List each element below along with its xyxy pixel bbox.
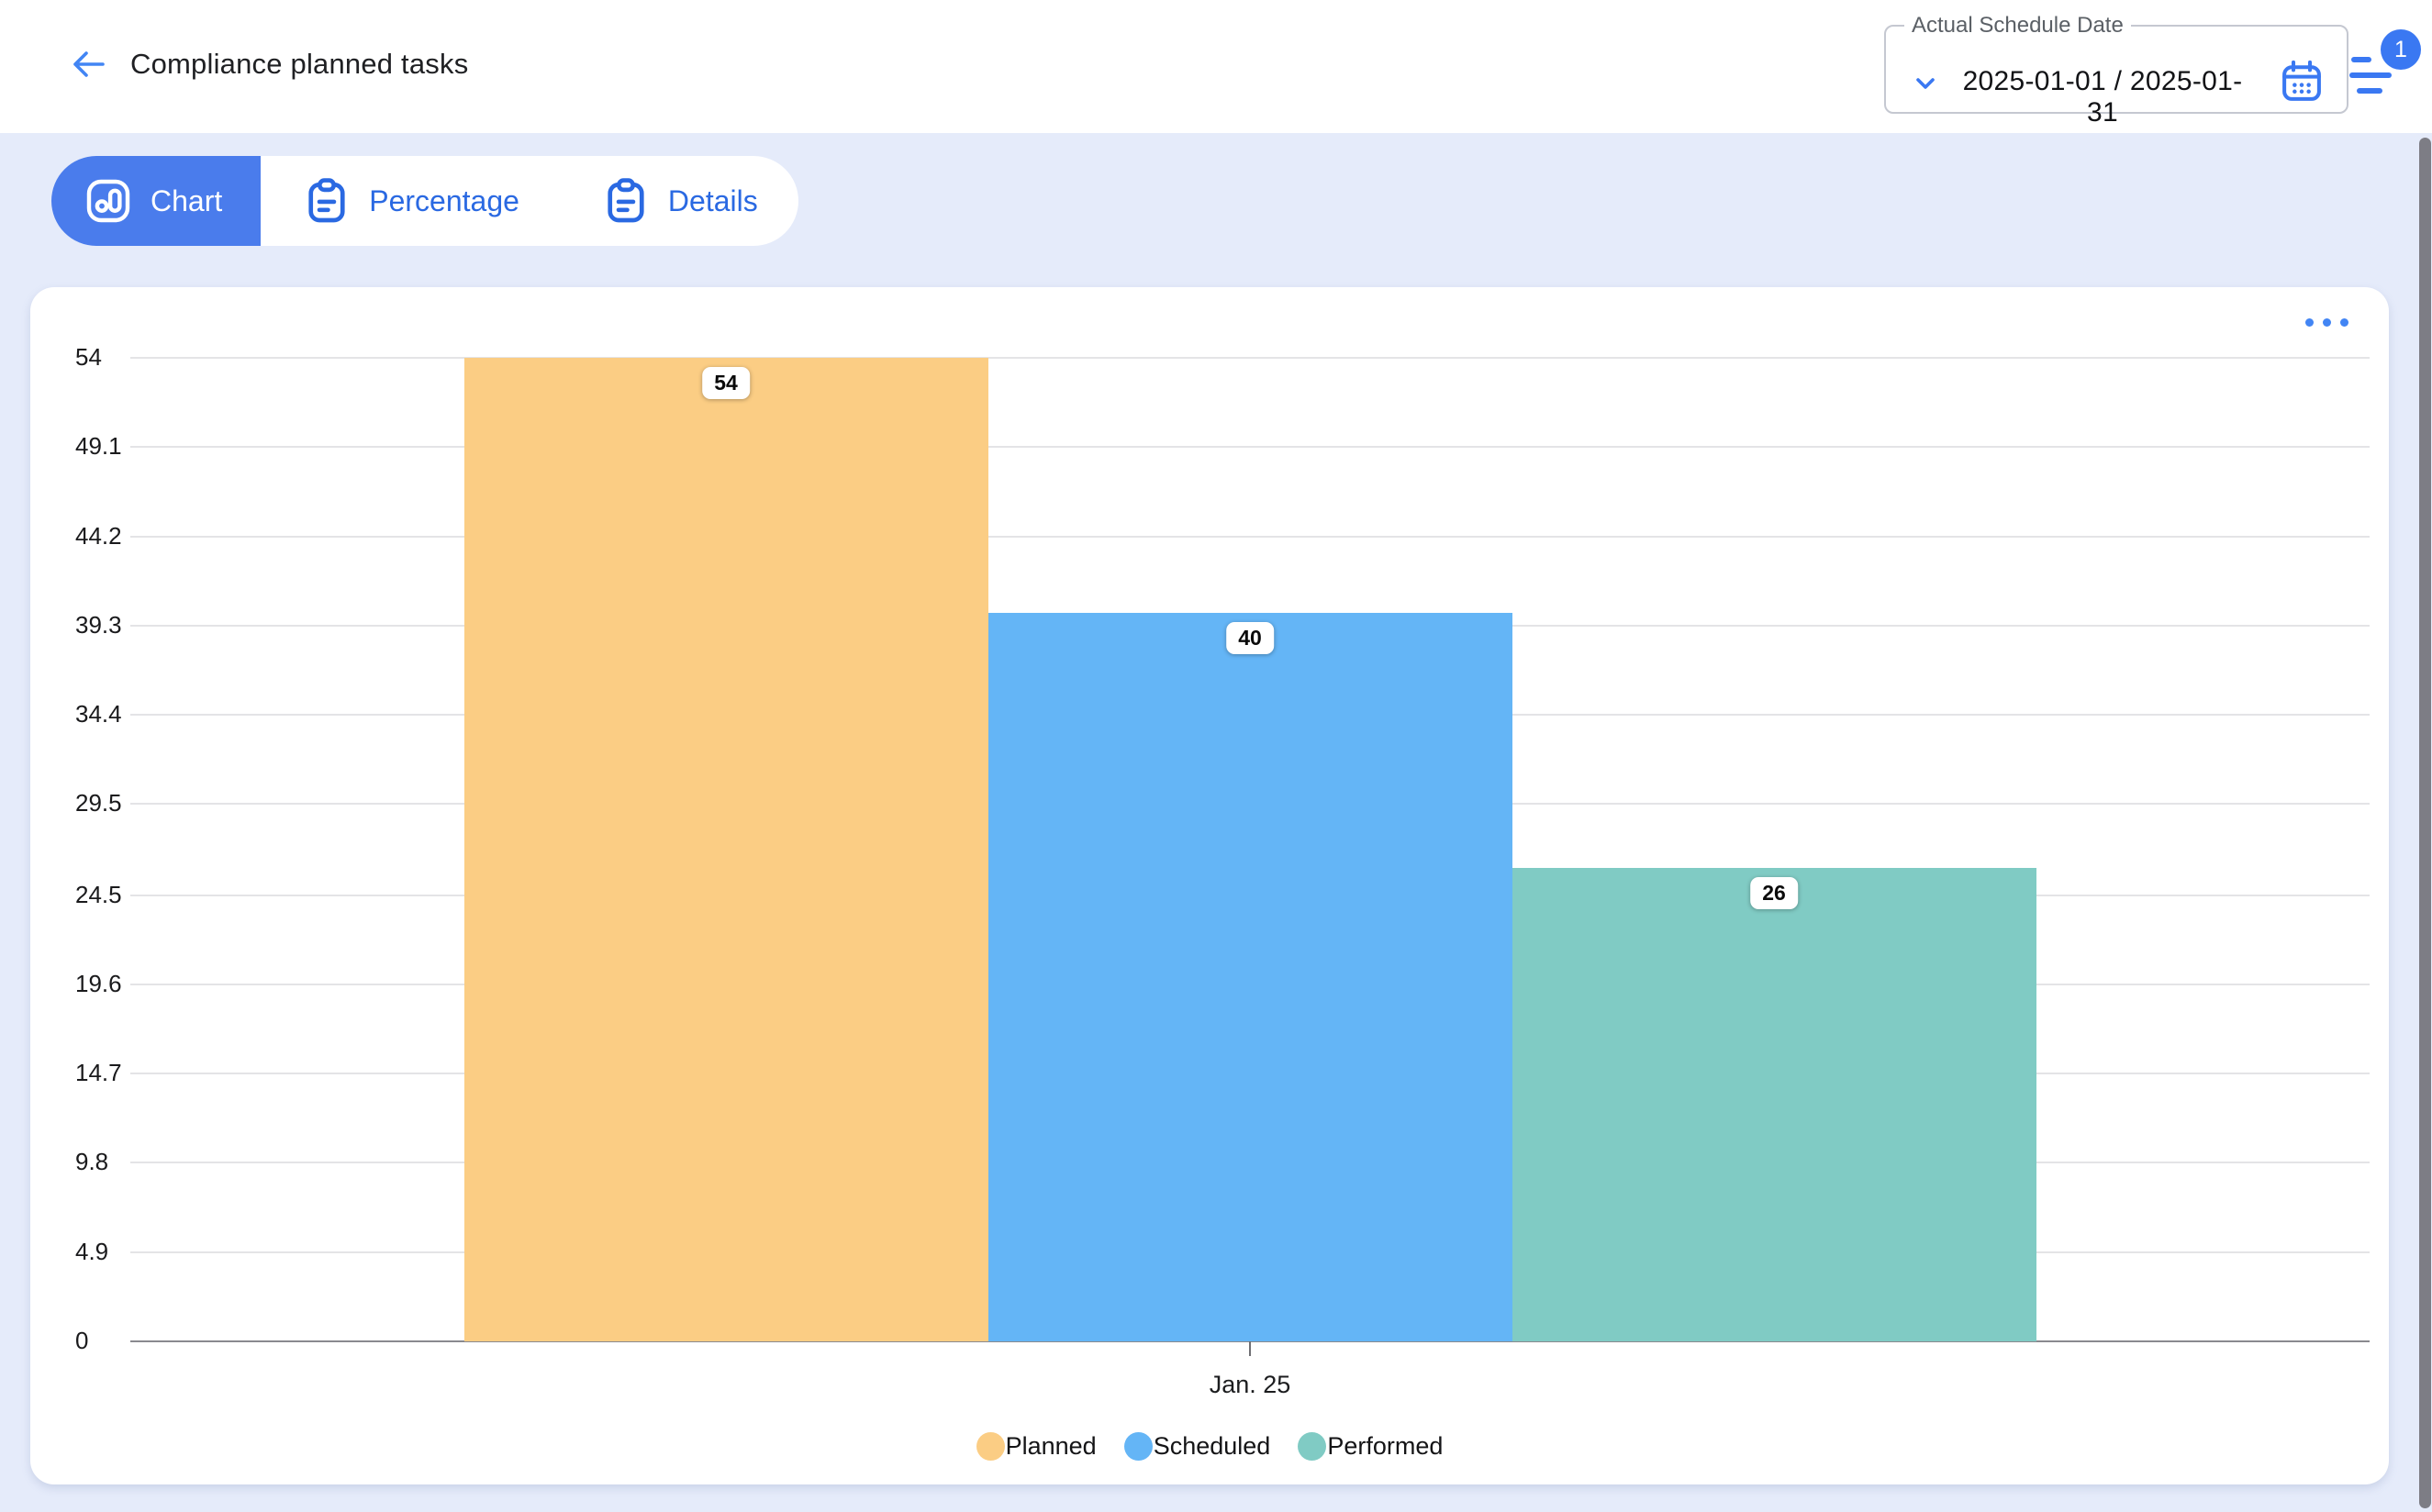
- filter-icon: [2357, 88, 2382, 94]
- x-axis-category-label: Jan. 25: [1209, 1371, 1291, 1398]
- tab-percentage-label: Percentage: [369, 183, 519, 217]
- calendar-icon[interactable]: [2277, 57, 2326, 106]
- bar-scheduled[interactable]: 40: [987, 612, 1512, 1341]
- legend-item-scheduled[interactable]: Scheduled: [1123, 1432, 1271, 1461]
- more-options-icon: [2323, 318, 2331, 327]
- filter-button[interactable]: 1: [2348, 26, 2432, 103]
- back-button[interactable]: [66, 42, 110, 86]
- y-axis-tick-label: 54: [75, 342, 102, 371]
- y-axis-tick-label: 44.2: [75, 521, 122, 550]
- y-axis-tick-label: 49.1: [75, 432, 122, 461]
- scheduled-swatch: [1123, 1432, 1153, 1461]
- legend-item-planned[interactable]: Planned: [976, 1432, 1097, 1461]
- filter-icon: [2349, 72, 2392, 78]
- legend-label: Performed: [1327, 1432, 1444, 1460]
- y-axis-tick-label: 34.4: [75, 699, 122, 728]
- bar-value-label: 54: [702, 367, 750, 399]
- clipboard-icon: [308, 178, 345, 223]
- tab-details-label: Details: [667, 183, 758, 217]
- vertical-scrollbar[interactable]: [2419, 138, 2431, 1508]
- arrow-left-icon: [73, 51, 105, 77]
- more-options-icon: [2305, 318, 2314, 327]
- planned-swatch: [976, 1432, 1005, 1461]
- bar-planned[interactable]: 54: [463, 358, 988, 1341]
- performed-swatch: [1298, 1432, 1327, 1461]
- bar-chart-plot: 0 4.9 9.8 14.7 19.6 24.5 29.5 34.4 39.3 44.2 49.1 5…: [75, 343, 2370, 1398]
- date-range-field[interactable]: Actual Schedule Date 2025-01-01 / 2025-0…: [1884, 13, 2348, 128]
- legend-item-performed[interactable]: Performed: [1298, 1432, 1443, 1461]
- tab-chart[interactable]: Chart: [51, 156, 262, 246]
- card-menu-button[interactable]: [2302, 315, 2352, 330]
- clipboard-icon: [608, 178, 644, 223]
- y-axis-tick-label: 24.5: [75, 880, 122, 908]
- filter-icon: [2351, 57, 2371, 62]
- tab-percentage[interactable]: Percentage: [261, 156, 560, 246]
- y-axis-tick-label: 19.6: [75, 969, 122, 997]
- tab-chart-label: Chart: [151, 183, 223, 217]
- bar-value-label: 26: [1750, 876, 1798, 909]
- y-axis-tick-label: 29.5: [75, 789, 122, 817]
- bar-chart-icon: [86, 179, 130, 223]
- y-axis-tick-label: 0: [75, 1326, 89, 1354]
- gridline: [130, 446, 2370, 449]
- bar-performed[interactable]: 26: [1512, 867, 2036, 1341]
- y-axis-tick-label: 14.7: [75, 1059, 122, 1087]
- y-axis-tick-label: 4.9: [75, 1237, 109, 1265]
- header: Compliance planned tasks Actual Schedule…: [0, 0, 2432, 133]
- y-axis-tick-label: 39.3: [75, 610, 122, 639]
- page-title: Compliance planned tasks: [130, 48, 469, 80]
- bar-value-label: 40: [1226, 621, 1274, 654]
- date-range-label: Actual Schedule Date: [1912, 13, 2124, 38]
- legend-label: Planned: [1005, 1432, 1097, 1460]
- view-tabs: Chart Percentage: [51, 156, 798, 246]
- y-axis-tick-label: 9.8: [75, 1148, 109, 1176]
- chart-legend: Planned Scheduled Performed: [30, 1432, 2389, 1461]
- tab-details[interactable]: Details: [560, 156, 798, 246]
- filter-count-badge: 1: [2381, 29, 2421, 70]
- x-axis-tick: [1249, 1341, 1251, 1356]
- gridline: [130, 357, 2370, 359]
- gridline: [130, 535, 2370, 538]
- legend-label: Scheduled: [1153, 1432, 1271, 1460]
- date-range-value[interactable]: 2025-01-01 / 2025-01-31: [1962, 66, 2243, 128]
- chevron-down-icon[interactable]: [1910, 68, 1941, 99]
- more-options-icon: [2340, 318, 2348, 327]
- chart-card: 0 4.9 9.8 14.7 19.6 24.5 29.5 34.4 39.3 44.2 49.1 5…: [30, 287, 2389, 1484]
